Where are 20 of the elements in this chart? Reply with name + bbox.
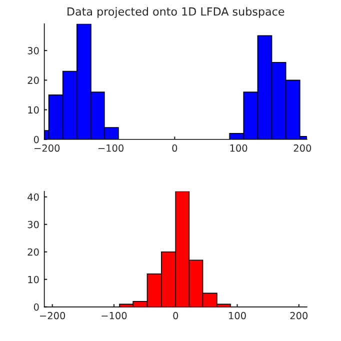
x-tick-label: 0 xyxy=(172,144,178,152)
y-tick-label: 10 xyxy=(28,106,39,114)
x-tick-label: 100 xyxy=(229,312,246,320)
y-tick-label: 30 xyxy=(28,47,39,54)
y-tick-label: 10 xyxy=(28,276,39,284)
x-tick-label: 200 xyxy=(294,144,312,152)
y-tick-label: 0 xyxy=(34,136,39,144)
y-tick-label: 40 xyxy=(28,193,39,201)
y-tick-label: 0 xyxy=(34,303,39,311)
x-tick-label: −100 xyxy=(98,144,124,152)
x-tick-label: 200 xyxy=(290,312,308,320)
x-tick-label: 0 xyxy=(173,312,178,320)
y-tick-label: 20 xyxy=(28,248,39,256)
x-tick-label: 100 xyxy=(230,144,248,152)
chart-title: Data projected onto 1D LFDA subspace xyxy=(68,7,284,18)
x-tick-label: −200 xyxy=(34,144,60,152)
y-tick-label: 20 xyxy=(28,76,39,84)
y-tick-label: 30 xyxy=(28,220,39,228)
x-tick-label: −200 xyxy=(40,312,66,320)
x-tick-label: −100 xyxy=(102,312,127,320)
